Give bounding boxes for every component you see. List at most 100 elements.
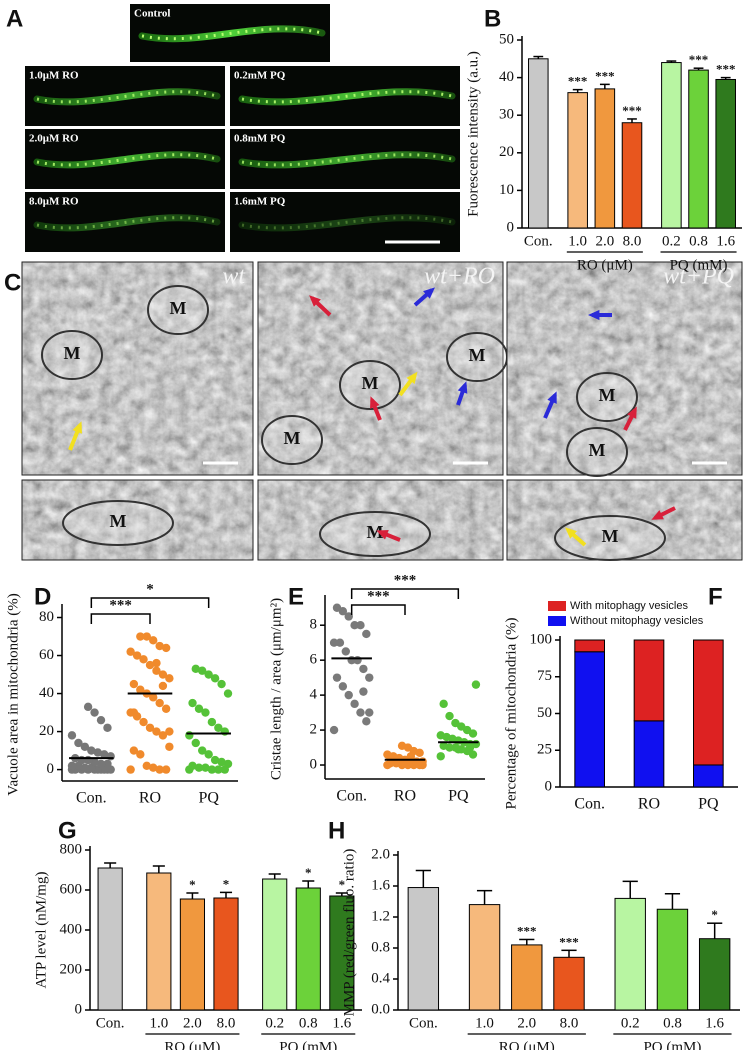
bar [262, 878, 288, 1011]
image-label: 8.0μM RO [29, 196, 79, 208]
significance: *** [595, 68, 615, 83]
arrow-head [376, 530, 389, 540]
data-point [214, 723, 223, 732]
y-tick-label: 1.6 [371, 877, 390, 893]
x-tick-label: Con. [336, 788, 367, 805]
y-tick-label: 60 [39, 647, 54, 663]
data-point [210, 674, 220, 683]
x-tick-label: Con. [76, 790, 107, 807]
data-point [204, 750, 213, 759]
mito-label: M [64, 343, 81, 363]
data-point [103, 759, 112, 769]
arrow-head [651, 510, 664, 520]
data-point [188, 761, 197, 770]
image-label: Control [134, 8, 170, 20]
mito-label: M [362, 373, 379, 393]
y-tick-label: 100 [530, 631, 553, 647]
data-point [161, 643, 171, 653]
y-tick-label: 40 [499, 69, 514, 85]
data-point [350, 621, 359, 630]
significance-bracket [90, 597, 210, 608]
data-point [217, 679, 226, 689]
data-point [191, 738, 200, 748]
data-point [347, 655, 356, 665]
bar [621, 122, 643, 229]
significance-bracket [90, 613, 151, 624]
x-tick-label: PQ [698, 796, 719, 813]
data-point [362, 629, 371, 639]
y-tick-label: 20 [39, 723, 54, 739]
bar [656, 908, 689, 1011]
y-tick-label: 2.0 [371, 846, 390, 862]
data-point [152, 658, 161, 668]
x-tick-label: 8.0 [217, 1015, 236, 1031]
data-point [96, 759, 106, 769]
data-point [350, 699, 359, 709]
significance: *** [568, 74, 588, 89]
em-frame [21, 261, 254, 476]
mito-label: M [602, 526, 619, 546]
data-point [158, 731, 168, 740]
data-point [465, 743, 475, 752]
y-tick-label: 0 [75, 1001, 83, 1017]
mito-label: M [110, 511, 127, 531]
data-point [412, 759, 421, 768]
data-point [194, 704, 204, 713]
x-tick-label: Con. [96, 1015, 125, 1031]
panel-label: H [328, 817, 345, 844]
y-tick-label: 0 [545, 778, 553, 794]
significance: * [711, 907, 718, 922]
data-point [90, 708, 99, 717]
em-image [22, 262, 253, 475]
y-tick-label: 40 [39, 685, 54, 701]
data-point [80, 742, 90, 751]
data-point [207, 765, 217, 774]
data-point [214, 765, 223, 774]
image-label: 0.2mM PQ [234, 70, 286, 82]
data-point [165, 674, 174, 683]
data-point [210, 755, 220, 765]
mito-label: M [170, 298, 187, 318]
image-label: 1.6mM PQ [234, 196, 286, 208]
significance: * [339, 877, 346, 892]
data-point [223, 689, 233, 698]
y-tick-label: 800 [60, 841, 83, 857]
y-tick-label: 0.4 [371, 970, 390, 986]
x-tick-label: 0.8 [299, 1015, 318, 1031]
data-point [67, 761, 77, 770]
x-tick-label: RO [139, 790, 161, 807]
data-point [67, 731, 77, 740]
data-point [329, 725, 339, 735]
data-point [100, 750, 109, 759]
data-point [129, 708, 139, 717]
significance: *** [689, 52, 709, 67]
bar [511, 944, 543, 1011]
data-point [158, 681, 168, 691]
significance: * [189, 877, 196, 892]
bar [661, 62, 682, 229]
group-label: RO (μM) [164, 1039, 220, 1050]
mito-label: M [367, 522, 384, 542]
em-frame [21, 479, 254, 561]
data-point [149, 636, 158, 645]
data-point [161, 704, 171, 713]
data-point [406, 752, 416, 761]
data-point [126, 765, 135, 774]
worm-spots [241, 216, 453, 230]
arrow-head [406, 371, 418, 384]
x-tick-label: Con. [574, 796, 605, 813]
bar [407, 887, 440, 1011]
data-point [454, 745, 463, 754]
group-label: RO (μM) [577, 257, 633, 273]
y-axis-label: Fuorescence intensity (a.u.) [465, 51, 481, 217]
data-point [217, 757, 226, 767]
y-tick-label: 600 [60, 881, 83, 897]
x-tick-label: 2.0 [517, 1015, 536, 1031]
mitochondrion [566, 427, 628, 477]
bar-segment [693, 639, 724, 766]
bar [528, 58, 549, 229]
bar-segment [633, 720, 665, 788]
significance: *** [109, 597, 132, 613]
panel-label: F [708, 583, 723, 610]
data-point [201, 763, 210, 772]
